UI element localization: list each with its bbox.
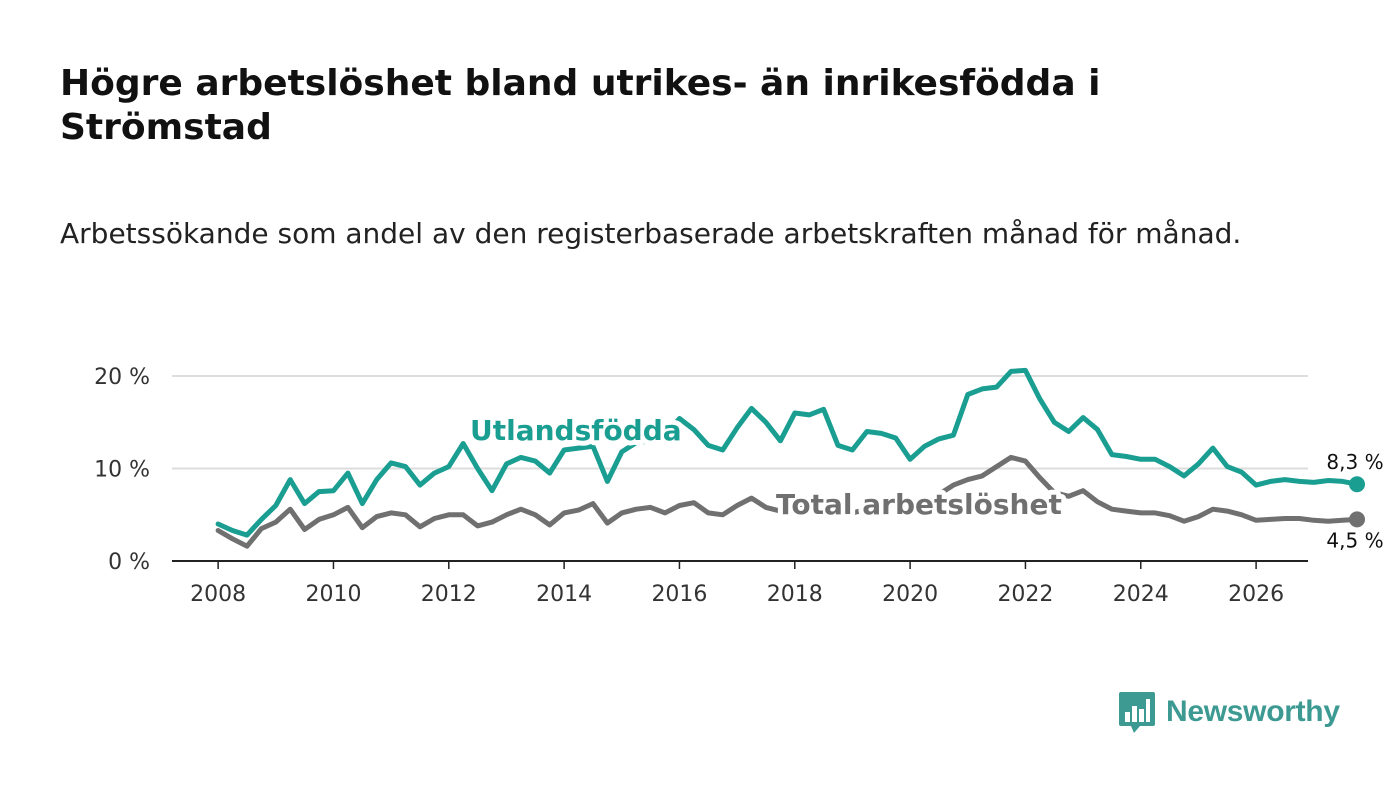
x-tick-label: 2012 — [421, 582, 477, 607]
y-tick-label: 0 % — [108, 550, 150, 575]
newsworthy-logo: Newsworthy — [1118, 690, 1340, 734]
end-point-total — [1349, 511, 1366, 528]
chart-subtitle: Arbetssökande som andel av den registerb… — [60, 217, 1242, 250]
series-line-utlandsfodda — [215, 367, 1360, 538]
x-tick-label: 2026 — [1228, 582, 1284, 607]
series-line-total — [215, 454, 1360, 549]
series-label-total: Total arbetslöshet — [776, 488, 1062, 521]
x-tick-label: 2022 — [997, 582, 1053, 607]
x-tick-label: 2010 — [305, 582, 361, 607]
x-tick-label: 2016 — [651, 582, 707, 607]
series-label-utlandsfodda: Utlandsfödda — [470, 414, 682, 447]
brand-name: Newsworthy — [1166, 695, 1340, 728]
bar-chart-bubble-icon — [1119, 692, 1155, 733]
x-tick-label: 2014 — [536, 582, 592, 607]
x-tick-label: 2018 — [767, 582, 823, 607]
x-tick-label: 2024 — [1113, 582, 1169, 607]
chart-title: Högre arbetslöshet bland utrikes- än inr… — [60, 63, 1101, 148]
end-value-label-total: 4,5 % — [1326, 528, 1383, 552]
x-tick-label: 2020 — [882, 582, 938, 607]
x-tick-label: 2008 — [190, 582, 246, 607]
end-value-label-utlandsfodda: 8,3 % — [1326, 450, 1383, 474]
y-tick-label: 20 % — [94, 365, 150, 390]
y-tick-label: 10 % — [94, 458, 150, 483]
end-point-utlandsfodda — [1349, 476, 1366, 493]
